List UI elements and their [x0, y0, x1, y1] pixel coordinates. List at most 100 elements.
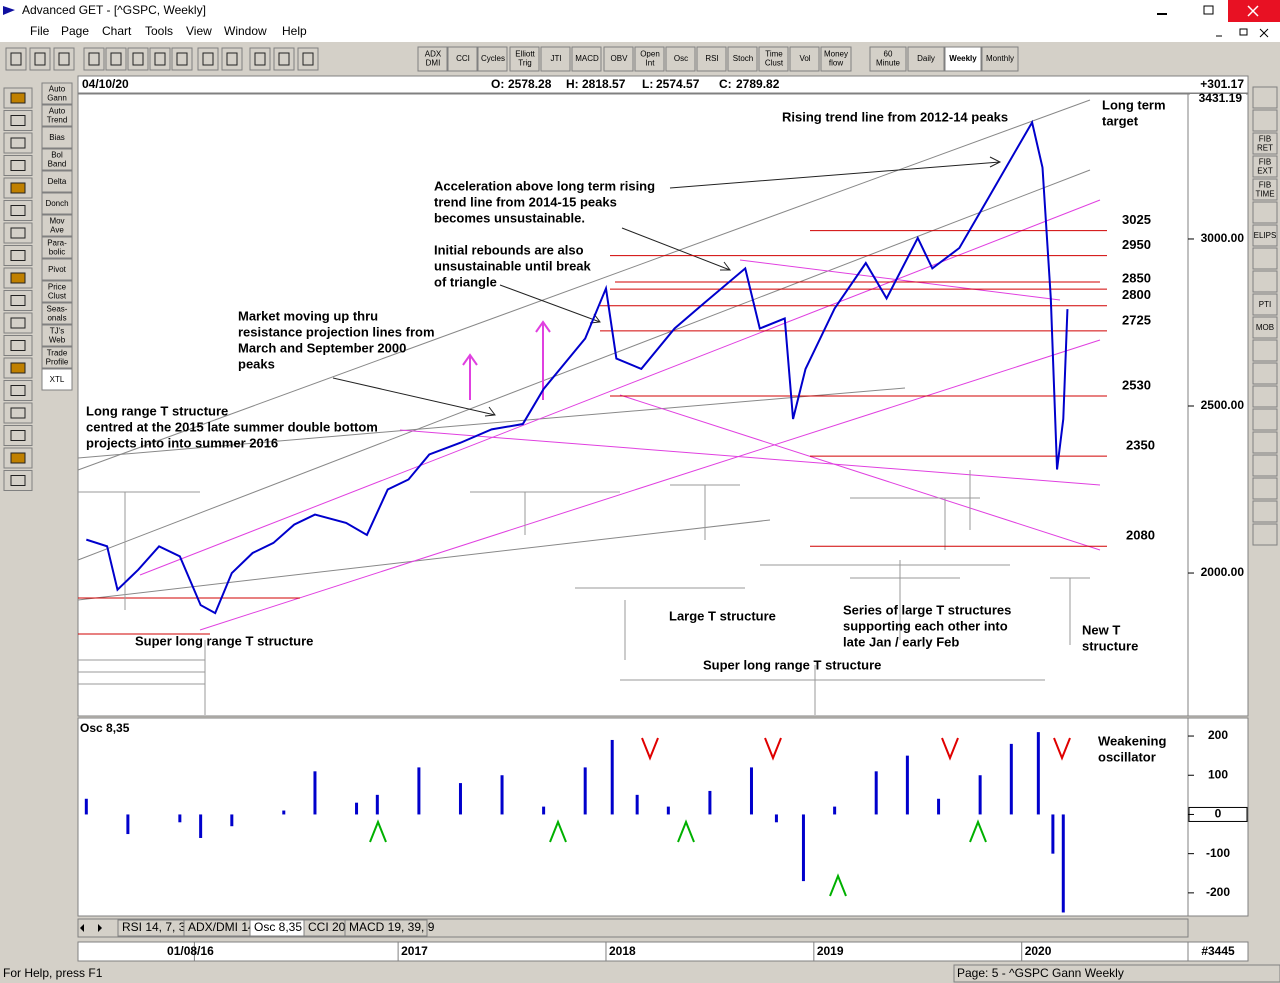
study-button[interactable]: [41, 280, 73, 303]
tool-button[interactable]: [3, 402, 33, 424]
study-button[interactable]: [41, 258, 73, 281]
tool-button[interactable]: [297, 47, 319, 71]
tool-button[interactable]: [83, 47, 105, 71]
tool-button[interactable]: [3, 290, 33, 311]
tool-button[interactable]: [3, 425, 33, 446]
study-button-label: Donch: [45, 199, 68, 208]
tool-button[interactable]: [3, 132, 33, 154]
tool-button[interactable]: [3, 312, 33, 334]
tool-button[interactable]: [3, 335, 33, 356]
indicator-button[interactable]: [417, 46, 448, 72]
level-label: 2850: [1122, 271, 1151, 286]
osc-panel: [77, 717, 1189, 917]
tool-button[interactable]: [3, 245, 33, 266]
tool-button[interactable]: [29, 47, 51, 71]
mdi-controls[interactable]: [1216, 28, 1269, 38]
tool-button[interactable]: [3, 380, 33, 401]
tool-button[interactable]: [171, 47, 193, 71]
timeframe-button[interactable]: [981, 46, 1019, 72]
draw-tool-button[interactable]: [1252, 385, 1278, 408]
draw-tool-button[interactable]: [1252, 477, 1278, 500]
indicator-button[interactable]: [665, 46, 696, 72]
indicator-button[interactable]: [603, 46, 634, 72]
draw-tool-button[interactable]: [1252, 109, 1278, 132]
window-controls[interactable]: [1157, 0, 1280, 22]
study-button[interactable]: [41, 368, 73, 391]
indicator-button[interactable]: [789, 46, 820, 72]
draw-tool-button[interactable]: [1252, 86, 1278, 109]
draw-tool-button[interactable]: [1252, 178, 1278, 201]
indicator-button[interactable]: [820, 46, 852, 72]
timeframe-button[interactable]: [907, 46, 945, 72]
tab-label[interactable]: Osc 8,35: [254, 920, 302, 934]
indicator-button[interactable]: [696, 46, 727, 72]
draw-tool-button[interactable]: [1252, 293, 1278, 316]
study-button[interactable]: [41, 82, 73, 105]
menu-item[interactable]: Chart: [102, 24, 132, 38]
draw-tool-button[interactable]: [1252, 201, 1278, 224]
tool-button[interactable]: [3, 110, 33, 131]
draw-tool-button[interactable]: [1252, 132, 1278, 155]
indicator-button[interactable]: [758, 46, 789, 72]
menu-item[interactable]: Tools: [145, 24, 173, 38]
bar-count-box: [1187, 941, 1249, 962]
tool-button[interactable]: [53, 47, 75, 71]
draw-tool-button[interactable]: [1252, 500, 1278, 523]
study-button[interactable]: [41, 148, 73, 171]
study-button[interactable]: [41, 302, 73, 325]
draw-tool-button[interactable]: [1252, 270, 1278, 293]
tool-button[interactable]: [105, 47, 127, 71]
tab-label[interactable]: CCI 20: [308, 920, 346, 934]
tool-button[interactable]: [3, 200, 33, 221]
study-button[interactable]: [41, 346, 73, 369]
menu-item[interactable]: Help: [282, 24, 307, 38]
study-button[interactable]: [41, 170, 73, 193]
annotation: Long range T structure: [86, 403, 228, 418]
tab-label[interactable]: RSI 14, 7, 3: [122, 920, 186, 934]
indicator-button[interactable]: [727, 46, 758, 72]
study-button[interactable]: [41, 236, 73, 259]
tool-button[interactable]: [197, 47, 219, 71]
tool-button[interactable]: [3, 155, 33, 176]
study-button[interactable]: [41, 126, 73, 149]
tab-label[interactable]: ADX/DMI 14: [188, 920, 255, 934]
buy-arrow: [549, 819, 567, 843]
tool-button[interactable]: [221, 47, 243, 71]
menu-item[interactable]: Page: [61, 24, 89, 38]
draw-tool-button[interactable]: [1252, 316, 1278, 339]
study-button[interactable]: [41, 324, 73, 347]
draw-tool-button[interactable]: [1252, 224, 1278, 247]
indicator-button[interactable]: [477, 46, 508, 72]
tool-button[interactable]: [249, 47, 271, 71]
draw-tool-button[interactable]: [1252, 247, 1278, 270]
indicator-button[interactable]: [571, 46, 602, 72]
indicator-button[interactable]: [447, 46, 478, 72]
draw-tool-button[interactable]: [1252, 408, 1278, 431]
timeframe-button[interactable]: [869, 46, 907, 72]
study-button[interactable]: [41, 104, 73, 127]
menu-item[interactable]: View: [186, 24, 212, 38]
study-button[interactable]: [41, 214, 73, 237]
draw-tool-button[interactable]: [1252, 339, 1278, 362]
tab-label[interactable]: MACD 19, 39, 9: [349, 920, 435, 934]
draw-tool-button[interactable]: [1252, 155, 1278, 178]
study-button[interactable]: [41, 192, 73, 215]
indicator-button[interactable]: [540, 46, 571, 72]
timeframe-button[interactable]: [944, 46, 982, 72]
draw-tool-button[interactable]: [1252, 523, 1278, 546]
draw-tool-button[interactable]: [1252, 431, 1278, 454]
draw-tool-button[interactable]: [1252, 362, 1278, 385]
tool-button[interactable]: [273, 47, 295, 71]
tool-button[interactable]: [127, 47, 149, 71]
tab[interactable]: [344, 919, 428, 937]
tool-button[interactable]: [5, 47, 27, 71]
tool-button[interactable]: [3, 222, 33, 244]
tool-button[interactable]: [149, 47, 171, 71]
indicator-button[interactable]: [634, 46, 665, 72]
menu-item[interactable]: File: [30, 24, 50, 38]
indicator-button[interactable]: [509, 46, 540, 72]
tool-button[interactable]: [3, 470, 33, 491]
draw-tool-button[interactable]: [1252, 454, 1278, 477]
menu-item[interactable]: Window: [224, 24, 267, 38]
timeframe-button-label: Weekly: [949, 54, 977, 63]
